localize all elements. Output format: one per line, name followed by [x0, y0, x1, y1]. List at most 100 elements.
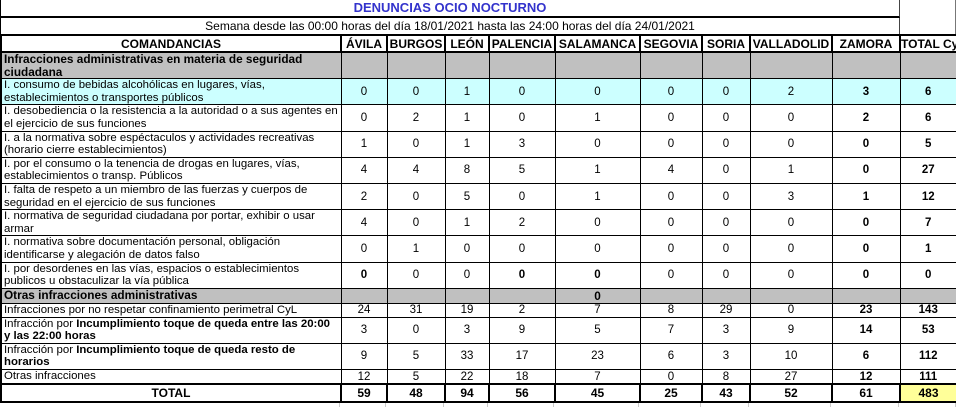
- value-cell[interactable]: 1: [444, 104, 490, 132]
- row-label-cell[interactable]: I. normativa sobre documentación persona…: [0, 235, 342, 263]
- value-cell[interactable]: 0: [831, 130, 901, 158]
- column-header[interactable]: TOTAL CyL: [899, 34, 956, 53]
- value-cell[interactable]: 7: [554, 302, 641, 318]
- total-value-cell[interactable]: 45: [554, 383, 641, 404]
- value-cell[interactable]: 0: [386, 316, 446, 344]
- value-cell[interactable]: 0: [386, 261, 446, 289]
- value-cell[interactable]: 112: [899, 342, 956, 371]
- value-cell[interactable]: 0: [340, 104, 388, 132]
- value-cell[interactable]: 0: [386, 182, 446, 211]
- value-cell[interactable]: 5: [386, 342, 446, 371]
- column-header-comandancias[interactable]: COMANDANCIAS: [0, 34, 342, 53]
- value-cell[interactable]: 31: [386, 302, 446, 318]
- row-label-cell[interactable]: I. a la normativa sobre espéctaculos y a…: [0, 130, 342, 158]
- value-cell[interactable]: 0: [340, 261, 388, 289]
- value-cell[interactable]: 1: [899, 235, 956, 263]
- row-label-cell[interactable]: I. desobediencia o la resistencia a la a…: [0, 104, 342, 132]
- total-value-cell[interactable]: 61: [831, 383, 901, 404]
- total-label-cell[interactable]: TOTAL: [0, 383, 342, 404]
- value-cell[interactable]: 3: [488, 130, 556, 158]
- value-cell[interactable]: 0: [749, 130, 833, 158]
- value-cell[interactable]: 0: [899, 261, 956, 289]
- value-cell[interactable]: 12: [340, 369, 388, 385]
- value-cell[interactable]: 0: [831, 235, 901, 263]
- row-label-cell[interactable]: I. por el consumo o la tenencia de droga…: [0, 156, 342, 184]
- value-cell[interactable]: 6: [639, 342, 703, 371]
- value-cell[interactable]: [639, 287, 703, 304]
- value-cell[interactable]: 2: [831, 104, 901, 132]
- value-cell[interactable]: 0: [701, 209, 751, 237]
- total-value-cell[interactable]: 59: [340, 383, 388, 404]
- value-cell[interactable]: 0: [488, 104, 556, 132]
- value-cell[interactable]: 0: [639, 369, 703, 385]
- value-cell[interactable]: 5: [488, 156, 556, 184]
- value-cell[interactable]: 0: [749, 209, 833, 237]
- value-cell[interactable]: 27: [899, 156, 956, 184]
- value-cell[interactable]: 4: [639, 156, 703, 184]
- value-cell[interactable]: 1: [444, 130, 490, 158]
- value-cell[interactable]: [340, 287, 388, 304]
- value-cell[interactable]: 5: [444, 182, 490, 211]
- value-cell[interactable]: 19: [444, 302, 490, 318]
- value-cell[interactable]: 1: [340, 130, 388, 158]
- value-cell[interactable]: 14: [831, 316, 901, 344]
- total-value-cell[interactable]: 25: [639, 383, 703, 404]
- value-cell[interactable]: 1: [444, 78, 490, 106]
- value-cell[interactable]: [444, 287, 490, 304]
- value-cell[interactable]: 2: [488, 302, 556, 318]
- row-label-cell[interactable]: Infracciones por no respetar confinamien…: [0, 302, 342, 318]
- value-cell[interactable]: 2: [386, 104, 446, 132]
- value-cell[interactable]: 8: [639, 302, 703, 318]
- value-cell[interactable]: 111: [899, 369, 956, 385]
- value-cell[interactable]: 0: [639, 209, 703, 237]
- value-cell[interactable]: 0: [831, 261, 901, 289]
- value-cell[interactable]: 0: [386, 78, 446, 106]
- value-cell[interactable]: 5: [386, 369, 446, 385]
- row-label-cell[interactable]: I. por desordenes en las vías, espacios …: [0, 261, 342, 289]
- column-header[interactable]: VALLADOLID: [749, 34, 833, 53]
- value-cell[interactable]: 2: [488, 209, 556, 237]
- value-cell[interactable]: 8: [444, 156, 490, 184]
- value-cell[interactable]: 3: [701, 342, 751, 371]
- value-cell[interactable]: 4: [340, 156, 388, 184]
- value-cell[interactable]: 7: [554, 369, 641, 385]
- value-cell[interactable]: 53: [899, 316, 956, 344]
- value-cell[interactable]: 0: [701, 182, 751, 211]
- column-header[interactable]: SORIA: [701, 34, 751, 53]
- value-cell[interactable]: 3: [701, 316, 751, 344]
- value-cell[interactable]: [831, 287, 901, 304]
- value-cell[interactable]: 3: [749, 182, 833, 211]
- value-cell[interactable]: 0: [639, 130, 703, 158]
- value-cell[interactable]: 0: [831, 156, 901, 184]
- value-cell[interactable]: [488, 287, 556, 304]
- value-cell[interactable]: 23: [831, 302, 901, 318]
- value-cell[interactable]: 6: [831, 342, 901, 371]
- value-cell[interactable]: 0: [488, 235, 556, 263]
- value-cell[interactable]: 0: [701, 261, 751, 289]
- value-cell[interactable]: 0: [639, 78, 703, 106]
- total-value-cell[interactable]: 56: [488, 383, 556, 404]
- value-cell[interactable]: [701, 51, 751, 80]
- value-cell[interactable]: 5: [554, 316, 641, 344]
- value-cell[interactable]: 1: [554, 156, 641, 184]
- value-cell[interactable]: 7: [639, 316, 703, 344]
- value-cell[interactable]: [749, 287, 833, 304]
- value-cell[interactable]: 12: [899, 182, 956, 211]
- value-cell[interactable]: 1: [386, 235, 446, 263]
- grand-total-cell[interactable]: 483: [899, 383, 956, 404]
- value-cell[interactable]: 29: [701, 302, 751, 318]
- value-cell[interactable]: 10: [749, 342, 833, 371]
- value-cell[interactable]: [701, 287, 751, 304]
- value-cell[interactable]: 2: [749, 78, 833, 106]
- value-cell[interactable]: 0: [639, 235, 703, 263]
- value-cell[interactable]: 0: [749, 302, 833, 318]
- total-value-cell[interactable]: 43: [701, 383, 751, 404]
- value-cell[interactable]: 0: [340, 78, 388, 106]
- value-cell[interactable]: 0: [444, 235, 490, 263]
- value-cell[interactable]: 0: [554, 130, 641, 158]
- value-cell[interactable]: 3: [340, 316, 388, 344]
- column-header[interactable]: PALENCIA: [488, 34, 556, 53]
- row-label-cell[interactable]: Otras infracciones: [0, 369, 342, 385]
- row-label-cell[interactable]: Infracción por Incumplimiento toque de q…: [0, 316, 342, 344]
- value-cell[interactable]: 0: [639, 261, 703, 289]
